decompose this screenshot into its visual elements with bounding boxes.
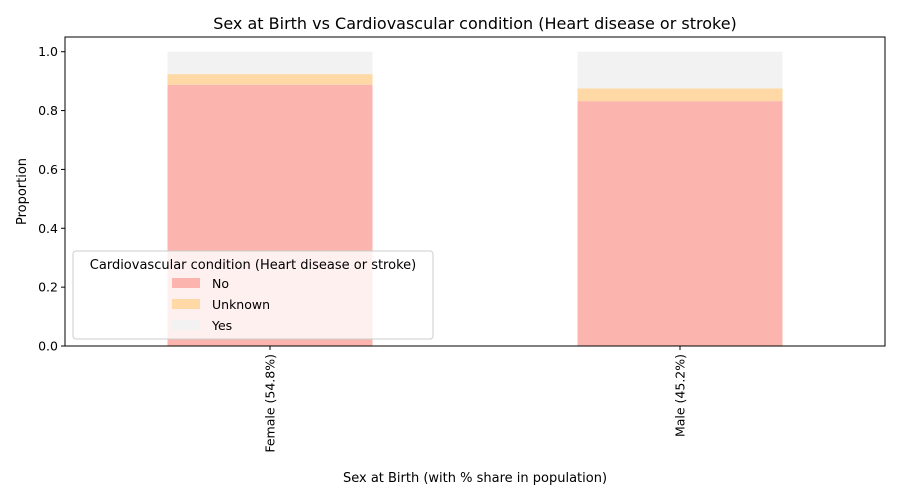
y-axis: 0.0 0.2 0.4 0.6 0.8 1.0 [38,44,65,354]
legend-label-unknown: Unknown [212,297,270,312]
legend: Cardiovascular condition (Heart disease … [72,250,434,340]
y-tick-label: 0.6 [38,162,58,177]
x-tick-label: Female (54.8%) [263,354,278,453]
bar-segment-unknown-0 [167,74,373,85]
y-tick-label: 0.4 [38,221,58,236]
x-axis-label: Sex at Birth (with % share in population… [343,471,607,486]
legend-label-yes: Yes [211,318,232,333]
legend-items: No Unknown Yes [172,276,270,333]
legend-swatch-unknown [172,299,200,309]
legend-label-no: No [212,276,229,291]
y-tick-label: 1.0 [38,44,58,59]
y-tick-label: 0.0 [38,339,58,354]
bars-layer [167,51,783,346]
bar-segment-no-1 [577,101,783,346]
plot-frame [64,36,886,347]
bar-segment-unknown-1 [577,88,783,102]
legend-box [72,250,434,340]
legend-swatch-no [172,278,200,288]
x-axis: Female (54.8%) Male (45.2%) [263,346,688,453]
y-tick-label: 0.8 [38,103,58,118]
y-tick-label: 0.2 [38,280,58,295]
bar-segment-yes-1 [577,51,783,89]
y-axis-label: Proportion [15,158,30,225]
x-tick-label: Male (45.2%) [673,354,688,437]
bar-segment-yes-0 [167,51,373,75]
legend-title: Cardiovascular condition (Heart disease … [90,258,416,273]
chart-title: Sex at Birth vs Cardiovascular condition… [213,14,737,33]
legend-swatch-yes [172,320,200,330]
